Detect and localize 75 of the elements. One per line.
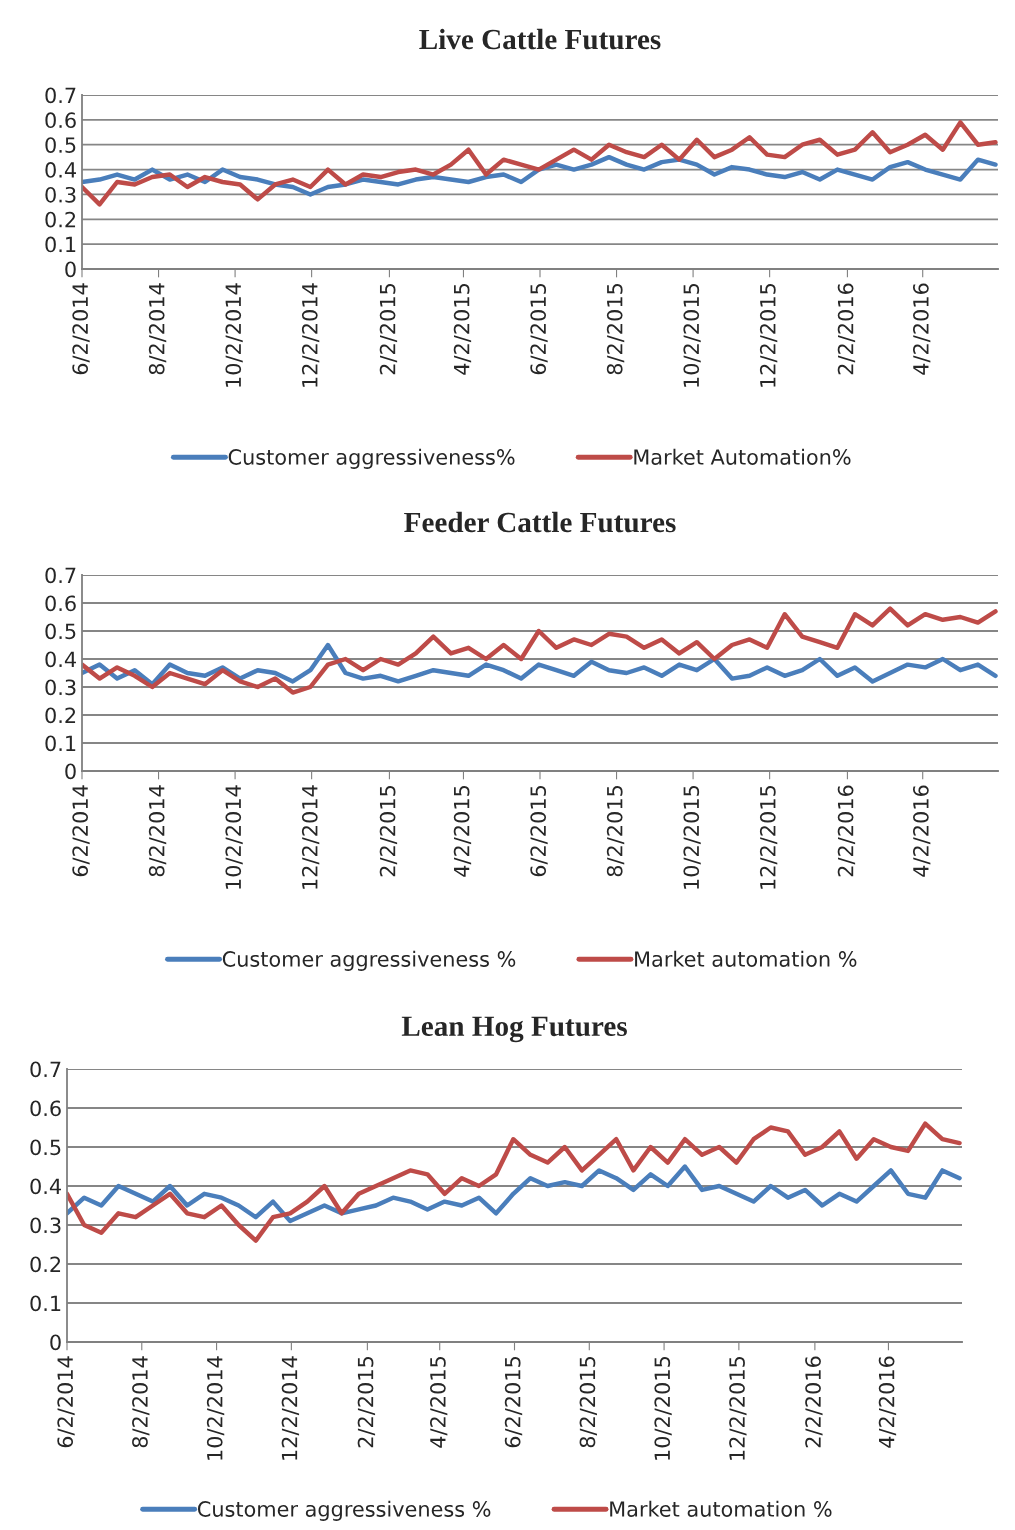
x-tick-label: 6/2/2015 [504,1357,523,1448]
y-tick-label: 0 [65,763,76,780]
line-series [67,1164,962,1224]
line-series [82,606,998,695]
x-tick-label: 2/2/2016 [837,785,856,877]
line-series [82,154,998,197]
x-tick-label: 8/2/2015 [606,284,625,375]
x-tick-label: 10/2/2015 [683,284,701,387]
y-tick-label: 0 [50,1334,61,1351]
x-tick-label: 6/2/2014 [72,785,90,877]
x-tick-label: 12/2/2015 [759,786,778,889]
x-tick-label: 2/2/2015 [357,1357,376,1448]
x-tick-label: 8/2/2014 [148,283,167,375]
y-tick-label: 0.2 [45,211,76,228]
y-tick-label: 0.5 [45,623,76,640]
x-tick-label: 6/2/2014 [72,283,90,375]
x-tick-label: 6/2/2015 [530,284,548,375]
x-tick-label: 4/2/2015 [430,1357,448,1448]
legend-label: Market Automation% [634,448,851,465]
y-tick-label: 0.7 [45,87,76,104]
x-tick-label: 4/2/2016 [913,785,931,877]
y-tick-label: 0.6 [45,595,76,612]
x-tick-label: 12/2/2014 [281,1356,300,1460]
x-tick-label: 8/2/2015 [579,1357,597,1448]
x-tick-label: 6/2/2014 [57,1356,75,1448]
y-tick-label: 0.4 [45,651,76,668]
x-tick-label: 4/2/2015 [453,284,472,375]
y-tick-label: 0.5 [30,1139,61,1156]
y-tick-label: 0.6 [45,112,76,129]
x-tick-label: 12/2/2014 [301,283,320,387]
y-tick-label: 0.1 [30,1295,61,1312]
y-tick-label: 0.6 [30,1100,61,1117]
x-tick-label: 4/2/2016 [913,283,931,375]
line-series [67,1121,962,1243]
x-tick-label: 2/2/2016 [805,1356,823,1448]
x-tick-label: 4/2/2016 [878,1356,897,1448]
y-tick-label: 0.1 [45,236,76,253]
y-tick-label: 0.3 [45,186,76,203]
chart-title: Lean Hog Futures [401,1016,627,1043]
x-tick-label: 10/2/2015 [683,786,701,889]
x-tick-label: 12/2/2015 [729,1357,747,1460]
x-tick-label: 8/2/2014 [148,785,167,877]
x-tick-label: 12/2/2014 [301,785,320,889]
x-tick-label: 8/2/2015 [606,786,625,877]
x-tick-label: 10/2/2014 [225,283,243,387]
y-tick-label: 0.3 [30,1217,61,1234]
x-tick-label: 8/2/2014 [132,1356,150,1448]
chart-title: Feeder Cattle Futures [404,511,676,533]
line-series [82,642,998,687]
legend-label: Market automation % [610,1500,832,1517]
y-tick-label: 0.4 [30,1178,61,1195]
y-tick-label: 0.7 [30,1061,61,1078]
x-tick-label: 4/2/2015 [453,786,472,877]
line-series [82,120,998,207]
legend-label: Customer aggressiveness % [222,950,516,971]
y-tick-label: 0.4 [45,162,76,178]
x-tick-label: 10/2/2014 [206,1356,225,1460]
y-tick-label: 0.2 [45,707,76,724]
legend-label: Customer aggressiveness% [228,448,515,469]
y-tick-label: 0.2 [30,1256,61,1273]
x-tick-label: 6/2/2015 [530,786,548,877]
legend-label: Customer aggressiveness % [197,1500,491,1521]
x-tick-label: 12/2/2015 [759,284,778,387]
x-tick-label: 2/2/2015 [379,284,398,375]
x-tick-label: 10/2/2014 [225,785,243,889]
x-tick-label: 2/2/2015 [379,786,398,877]
x-tick-label: 10/2/2015 [654,1357,672,1460]
y-tick-label: 0 [65,261,76,278]
y-tick-label: 0.5 [45,137,76,153]
x-tick-label: 2/2/2016 [837,283,856,375]
y-tick-label: 0.1 [45,735,76,752]
chart-title: Live Cattle Futures [419,28,661,50]
y-tick-label: 0.3 [45,679,76,696]
y-tick-label: 0.7 [45,567,76,584]
legend-label: Market automation % [635,950,857,967]
